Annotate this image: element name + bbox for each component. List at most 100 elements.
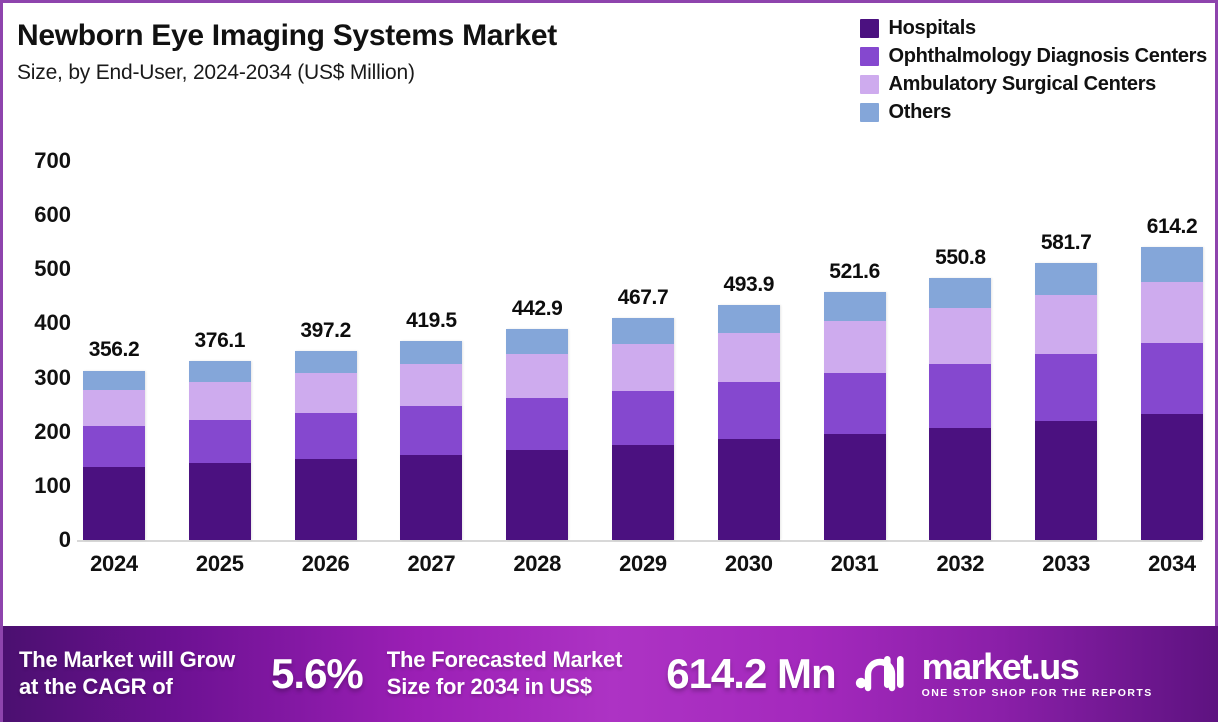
header: Newborn Eye Imaging Systems Market Size,… xyxy=(3,3,763,85)
bar-segment[interactable] xyxy=(83,426,145,468)
bar-segment[interactable] xyxy=(1035,263,1098,296)
bar-segment[interactable] xyxy=(83,370,145,391)
legend-item[interactable]: Ophthalmology Diagnosis Centers xyxy=(860,45,1207,68)
bar-segment[interactable] xyxy=(823,373,886,434)
bar-segment[interactable] xyxy=(294,351,357,374)
footer-banner: The Market will Grow at the CAGR of 5.6%… xyxy=(3,626,1218,722)
bar-column[interactable]: 521.6 xyxy=(823,143,886,540)
x-axis-tick-label: 2033 xyxy=(1042,551,1091,576)
chart-plot-area: 700 600 500 400 300 200 100 0 356.2 376.1 397.2 41… xyxy=(3,143,1215,598)
x-axis-tick-label: 2026 xyxy=(301,551,350,576)
y-axis-tick-label: 700 xyxy=(34,147,71,173)
bar-column[interactable]: 493.9 xyxy=(717,143,780,540)
legend-item[interactable]: Others xyxy=(860,101,951,124)
bar-segment[interactable] xyxy=(294,373,357,414)
y-axis-tick-label: 300 xyxy=(34,364,71,390)
bar-segment[interactable] xyxy=(294,459,357,540)
x-axis-tick-label: 2030 xyxy=(724,551,773,576)
y-axis-tick-label: 600 xyxy=(34,202,71,228)
bar-segment[interactable] xyxy=(506,354,569,399)
stacked-bar[interactable] xyxy=(823,291,886,540)
bar-segment[interactable] xyxy=(611,343,674,391)
bar-segment[interactable] xyxy=(83,390,145,426)
bar-segment[interactable] xyxy=(506,398,569,450)
bar-column[interactable]: 442.9 xyxy=(506,143,569,540)
bar-segment[interactable] xyxy=(823,433,886,540)
bar-column[interactable]: 550.8 xyxy=(929,143,992,540)
bar-value-label: 376.1 xyxy=(194,329,246,353)
bar-segment[interactable] xyxy=(611,444,674,540)
x-axis-tick-label: 2024 xyxy=(90,551,138,576)
bar-column[interactable]: 581.7 xyxy=(1035,143,1098,540)
bar-segment[interactable] xyxy=(1140,247,1203,282)
bar-segment[interactable] xyxy=(1140,414,1203,540)
bar-value-label: 521.6 xyxy=(829,259,880,283)
legend-item-label: Hospitals xyxy=(888,17,976,39)
stacked-bar[interactable] xyxy=(83,370,145,540)
bar-segment[interactable] xyxy=(1035,353,1098,422)
bar-segment[interactable] xyxy=(400,363,463,407)
stacked-bar[interactable] xyxy=(717,305,780,540)
bar-series-group: 356.2 376.1 397.2 419.5 442.9 467.7 493.9 521.6… xyxy=(83,143,1203,540)
bar-segment[interactable] xyxy=(611,317,674,344)
legend-item[interactable]: Hospitals xyxy=(860,17,976,40)
bar-segment[interactable] xyxy=(929,277,992,309)
bar-column[interactable]: 376.1 xyxy=(188,143,251,540)
bar-segment[interactable] xyxy=(294,413,357,460)
brand-text: market.us ONE STOP SHOP FOR THE REPORTS xyxy=(922,649,1153,699)
stacked-bar[interactable] xyxy=(294,351,357,540)
bar-column[interactable]: 467.7 xyxy=(611,143,674,540)
x-axis-baseline xyxy=(77,540,1202,542)
stacked-bar[interactable] xyxy=(400,340,463,540)
stacked-bar[interactable] xyxy=(1035,263,1098,540)
stacked-bar[interactable] xyxy=(1140,247,1203,540)
stacked-bar[interactable] xyxy=(188,361,251,540)
stacked-bar[interactable] xyxy=(929,277,992,540)
bar-segment[interactable] xyxy=(929,363,992,428)
bar-segment[interactable] xyxy=(188,419,251,464)
cagr-caption: The Market will Grow at the CAGR of xyxy=(19,647,236,699)
bar-value-label: 614.2 xyxy=(1146,215,1198,239)
x-axis-tick-label: 2025 xyxy=(195,551,244,576)
bar-column[interactable]: 419.5 xyxy=(400,143,463,540)
bar-segment[interactable] xyxy=(83,467,145,540)
bar-segment[interactable] xyxy=(400,340,463,364)
bar-segment[interactable] xyxy=(823,291,886,321)
stacked-bar[interactable] xyxy=(611,317,674,540)
bar-value-label: 419.5 xyxy=(406,308,457,332)
bar-segment[interactable] xyxy=(188,361,251,383)
bar-segment[interactable] xyxy=(400,454,463,540)
market-us-logo-icon xyxy=(854,650,912,699)
bar-segment[interactable] xyxy=(1140,281,1203,344)
bar-column[interactable]: 356.2 xyxy=(83,143,145,540)
bar-segment[interactable] xyxy=(400,406,463,455)
bar-segment[interactable] xyxy=(717,439,780,540)
bar-value-label: 356.2 xyxy=(88,338,140,362)
stacked-bar[interactable] xyxy=(506,329,569,540)
bar-segment[interactable] xyxy=(823,320,886,374)
legend-item-label: Ambulatory Surgical Centers xyxy=(888,73,1156,95)
bar-segment[interactable] xyxy=(506,329,569,355)
x-axis-tick-label: 2031 xyxy=(830,551,879,576)
bar-segment[interactable] xyxy=(717,382,780,440)
brand-logo: market.us ONE STOP SHOP FOR THE REPORTS xyxy=(854,649,1153,699)
bar-segment[interactable] xyxy=(611,390,674,445)
bar-segment[interactable] xyxy=(188,463,251,540)
legend-swatch-icon xyxy=(860,47,880,66)
y-axis-tick-label: 100 xyxy=(34,472,71,498)
bar-column[interactable]: 397.2 xyxy=(294,143,357,540)
bar-segment[interactable] xyxy=(506,449,569,540)
bar-segment[interactable] xyxy=(1035,295,1098,354)
bar-segment[interactable] xyxy=(717,305,780,333)
bar-segment[interactable] xyxy=(1035,421,1098,540)
bar-segment[interactable] xyxy=(717,332,780,383)
legend-swatch-icon xyxy=(860,75,880,94)
bar-segment[interactable] xyxy=(929,308,992,364)
bar-column[interactable]: 614.2 xyxy=(1140,143,1203,540)
bar-segment[interactable] xyxy=(188,382,251,420)
bar-segment[interactable] xyxy=(1140,343,1203,415)
bar-segment[interactable] xyxy=(929,427,992,540)
legend-item[interactable]: Ambulatory Surgical Centers xyxy=(860,73,1156,96)
bar-value-label: 442.9 xyxy=(511,297,563,321)
